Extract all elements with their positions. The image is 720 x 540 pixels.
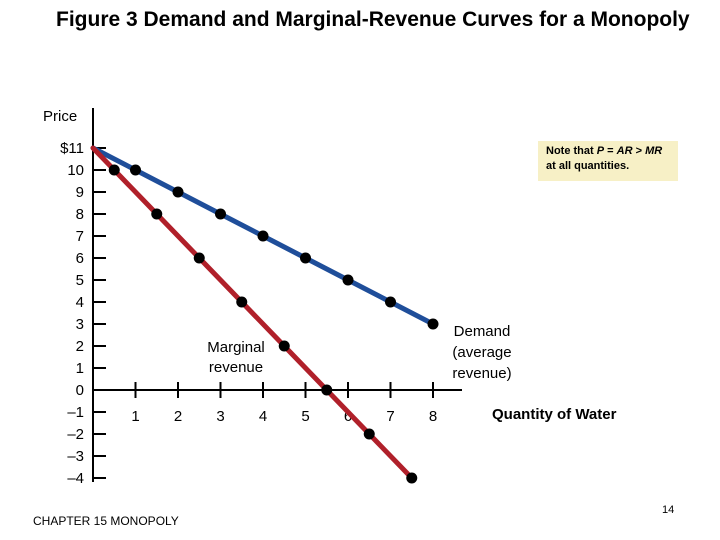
note-text: Note that P = AR > MR at all quantities. <box>546 145 663 172</box>
y-tick-label: 10 <box>67 162 84 179</box>
x-tick-label: 1 <box>131 408 139 425</box>
axes <box>92 108 462 482</box>
demand-label: Demand (average revenue) <box>452 323 511 382</box>
demand-point <box>300 252 311 264</box>
x-axis-label: Quantity of Water <box>492 406 617 423</box>
demand-point <box>172 186 184 198</box>
marginal-revenue-label-line: Marginal <box>207 339 265 356</box>
x-tick-label: 8 <box>429 408 437 425</box>
x-tick-label: 6 <box>344 408 352 425</box>
y-axis-label: Price <box>43 108 77 125</box>
demand-point <box>215 208 226 220</box>
demand-point <box>257 230 269 242</box>
marginal-revenue-label: Marginal revenue <box>207 339 265 376</box>
demand-label-line: revenue) <box>452 365 511 382</box>
demand-point <box>427 318 439 330</box>
marginal-revenue-curve <box>90 145 415 481</box>
y-tick-label: 4 <box>76 294 84 311</box>
x-tick-label: 2 <box>174 408 182 425</box>
demand-label-line: Demand <box>454 323 511 340</box>
x-tick-label: 5 <box>301 408 309 425</box>
y-tick-label: 3 <box>76 316 84 333</box>
demand-label-line: (average <box>452 344 511 361</box>
data-points <box>108 164 439 484</box>
marginal-revenue-point <box>406 472 418 484</box>
y-tick-label: 7 <box>76 228 84 245</box>
y-tick-label: 9 <box>76 184 84 201</box>
y-tick-label: 0 <box>76 382 84 399</box>
tick-marks <box>93 147 434 479</box>
chart-title: Figure 3 Demand and Marginal-Revenue Cur… <box>56 8 690 31</box>
marginal-revenue-point <box>236 296 248 308</box>
y-tick-label: –1 <box>67 404 84 421</box>
marginal-revenue-point <box>321 384 333 396</box>
demand-point <box>342 274 354 286</box>
demand-point <box>130 164 141 176</box>
y-tick-label: 2 <box>76 338 84 355</box>
footer-text: CHAPTER 15 MONOPOLY <box>33 514 179 528</box>
marginal-revenue-point <box>193 252 205 264</box>
y-tick-label: 6 <box>76 250 84 267</box>
y-tick-label: 5 <box>76 272 84 289</box>
demand-point <box>385 296 396 308</box>
series-labels: Demand (average revenue) Marginal revenue <box>207 323 511 382</box>
note-box: Note that P = AR > MR at all quantities. <box>538 141 678 181</box>
page-number: 14 <box>662 504 675 516</box>
x-tick-label: 7 <box>386 408 394 425</box>
y-tick-label: 8 <box>76 206 84 223</box>
series-lines <box>90 145 436 481</box>
y-tick-label: 1 <box>76 360 84 377</box>
marginal-revenue-point <box>363 428 375 440</box>
y-tick-label: –4 <box>67 470 84 487</box>
y-tick-label: –2 <box>67 426 84 443</box>
x-tick-label: 4 <box>259 408 267 425</box>
marginal-revenue-point <box>108 164 120 176</box>
y-tick-label: $11 <box>60 140 84 157</box>
marginal-revenue-point <box>278 340 290 352</box>
y-tick-label: –3 <box>67 448 84 465</box>
x-tick-label: 3 <box>216 408 224 425</box>
marginal-revenue-point <box>151 208 163 220</box>
marginal-revenue-label-line: revenue <box>209 359 263 376</box>
